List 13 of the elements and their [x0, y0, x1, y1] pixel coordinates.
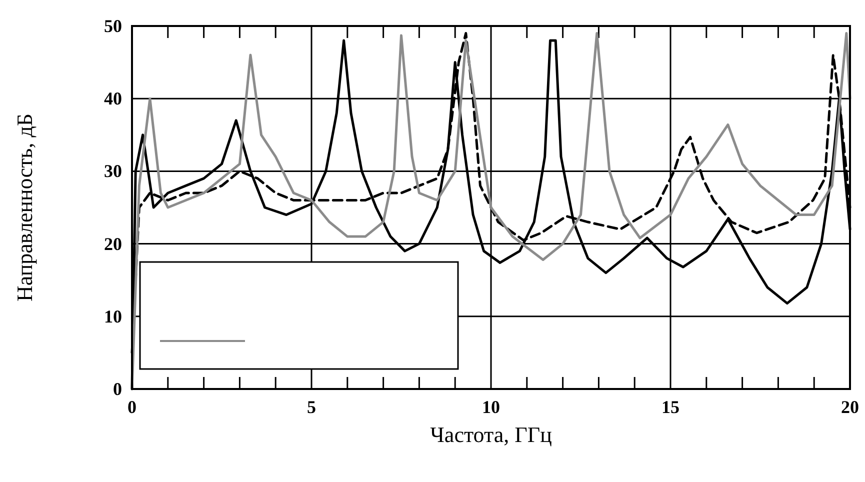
- x-tick-label: 20: [841, 397, 859, 417]
- x-tick-label: 10: [482, 397, 500, 417]
- y-tick-label: 40: [104, 88, 122, 109]
- y-tick-label: 10: [104, 306, 122, 326]
- x-tick-label: 5: [307, 397, 316, 417]
- x-tick-label: 15: [662, 397, 680, 417]
- x-axis-title: Частота, ГГц: [430, 422, 552, 447]
- x-tick-label: 0: [128, 397, 136, 417]
- y-tick-label: 30: [104, 161, 122, 182]
- y-axis-title: Направленность, дБ: [12, 113, 37, 302]
- y-tick-label: 50: [104, 16, 122, 36]
- y-tick-label: 20: [104, 234, 122, 254]
- y-tick-label: 0: [113, 379, 122, 399]
